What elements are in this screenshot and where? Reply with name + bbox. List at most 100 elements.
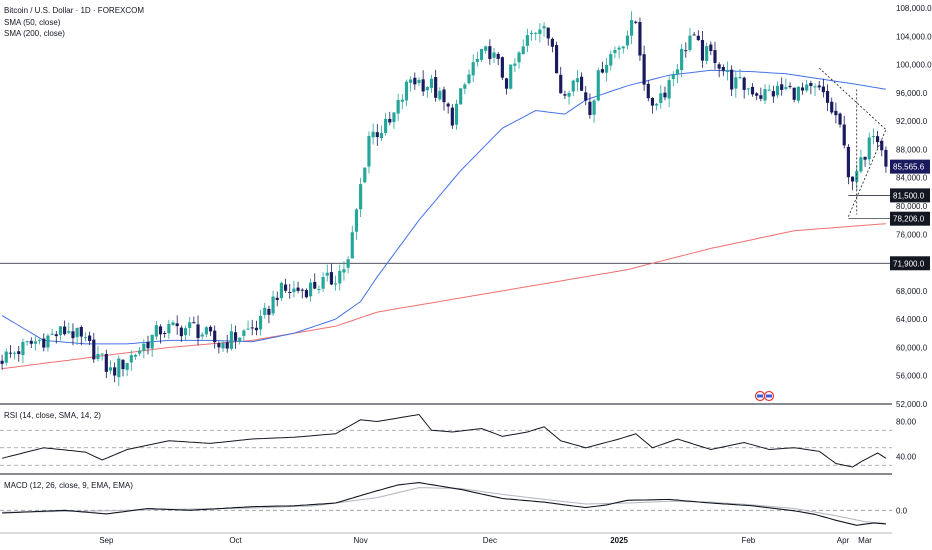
candle-body	[242, 330, 246, 336]
price-tag-label: 78,206.0	[893, 215, 925, 224]
candle-body	[4, 351, 8, 363]
price-tick-label: 60,000.0	[896, 343, 928, 352]
candle-body	[42, 338, 46, 348]
candle-body	[158, 326, 163, 335]
candle-body	[313, 281, 317, 289]
time-tick-label: Dec	[483, 536, 497, 545]
candle-body	[600, 69, 605, 73]
candle-body	[200, 334, 204, 337]
price-tick-label: 92,000.0	[896, 117, 928, 126]
candle-body	[183, 328, 188, 336]
price-tick-label: 76,000.0	[896, 230, 928, 239]
candle-body	[167, 324, 171, 334]
candle-body	[621, 46, 625, 49]
candle-body	[133, 354, 138, 357]
candle-body	[838, 113, 842, 125]
candle-body	[221, 342, 225, 349]
sma50-line	[1, 69, 886, 345]
sma200-line	[2, 223, 886, 370]
macd-line	[2, 482, 886, 526]
candle-body	[450, 107, 454, 126]
candle-body	[625, 35, 630, 46]
candle-body	[50, 333, 54, 335]
candle-body	[596, 70, 600, 101]
candle-body	[309, 282, 313, 297]
candle-body	[196, 324, 200, 339]
sma50-legend[interactable]: SMA (50, close)	[4, 18, 61, 27]
candle-body	[150, 334, 154, 349]
candle-body	[554, 45, 559, 74]
us-event-icon-stripe	[766, 394, 772, 398]
sma200-legend[interactable]: SMA (200, close)	[4, 29, 65, 38]
candle-body	[609, 54, 613, 66]
candle-body	[780, 84, 784, 90]
candle-body	[459, 88, 463, 105]
candle-body	[367, 136, 371, 167]
candle-body	[734, 77, 738, 89]
candle-body	[671, 74, 675, 79]
candle-body	[317, 289, 321, 291]
candle-body	[329, 272, 334, 285]
candle-body	[667, 80, 671, 99]
candle-body	[846, 146, 850, 178]
wedge-trendline	[848, 129, 887, 217]
price-tick-label: 108,000.0	[896, 4, 932, 13]
candle-body	[725, 70, 730, 73]
candle-body	[96, 353, 100, 359]
candle-body	[334, 283, 338, 285]
candle-body	[279, 282, 283, 299]
candle-body	[775, 85, 780, 96]
candle-body	[192, 322, 196, 324]
candle-body	[842, 124, 846, 146]
candle-body	[884, 149, 888, 167]
candle-body	[513, 63, 517, 66]
candle-body	[809, 83, 813, 86]
candle-body	[871, 136, 875, 138]
candle-body	[800, 87, 805, 91]
macd-tick-label: 0.0	[896, 506, 908, 515]
candle-body	[46, 335, 50, 348]
candle-body	[613, 49, 617, 54]
candle-body	[392, 112, 396, 123]
candle-body	[83, 337, 88, 339]
time-tick-label: Mar	[858, 536, 872, 545]
candle-body	[92, 339, 96, 360]
price-tag-box	[890, 256, 930, 271]
candle-body	[354, 209, 359, 232]
candle-body	[258, 315, 263, 330]
price-tag-box	[890, 211, 930, 226]
time-tick-label: 2025	[610, 536, 628, 545]
candle-body	[825, 90, 830, 103]
candle-body	[713, 50, 717, 63]
candle-body	[730, 69, 734, 90]
candle-body	[233, 332, 238, 341]
candle-body	[413, 77, 417, 85]
candle-body	[538, 29, 542, 34]
candle-body	[325, 272, 329, 276]
candle-body	[25, 341, 29, 343]
candle-body	[684, 50, 688, 52]
candle-body	[534, 32, 538, 34]
candle-body	[88, 335, 92, 341]
time-tick-label: Nov	[354, 536, 368, 545]
candle-body	[738, 77, 742, 79]
candle-body	[834, 110, 838, 116]
candle-body	[759, 95, 763, 99]
candle-body	[409, 79, 413, 83]
candle-body	[8, 352, 13, 354]
chart-title: Bitcoin / U.S. Dollar · 1D · FOREXCOM	[4, 6, 145, 15]
candle-body	[817, 85, 821, 88]
candle-body	[296, 287, 300, 291]
rsi-legend[interactable]: RSI (14, close, SMA, 14, 2)	[4, 411, 101, 420]
candle-body	[171, 322, 175, 325]
wedge-trendline	[818, 67, 887, 130]
candle-body	[129, 355, 133, 363]
macd-legend[interactable]: MACD (12, 26, close, 9, EMA, EMA)	[4, 481, 133, 490]
candle-body	[550, 38, 554, 47]
candle-body	[163, 333, 167, 335]
candle-body	[650, 97, 655, 106]
candle-body	[13, 352, 17, 354]
price-tick-label: 80,000.0	[896, 202, 928, 211]
candle-body	[680, 48, 684, 71]
